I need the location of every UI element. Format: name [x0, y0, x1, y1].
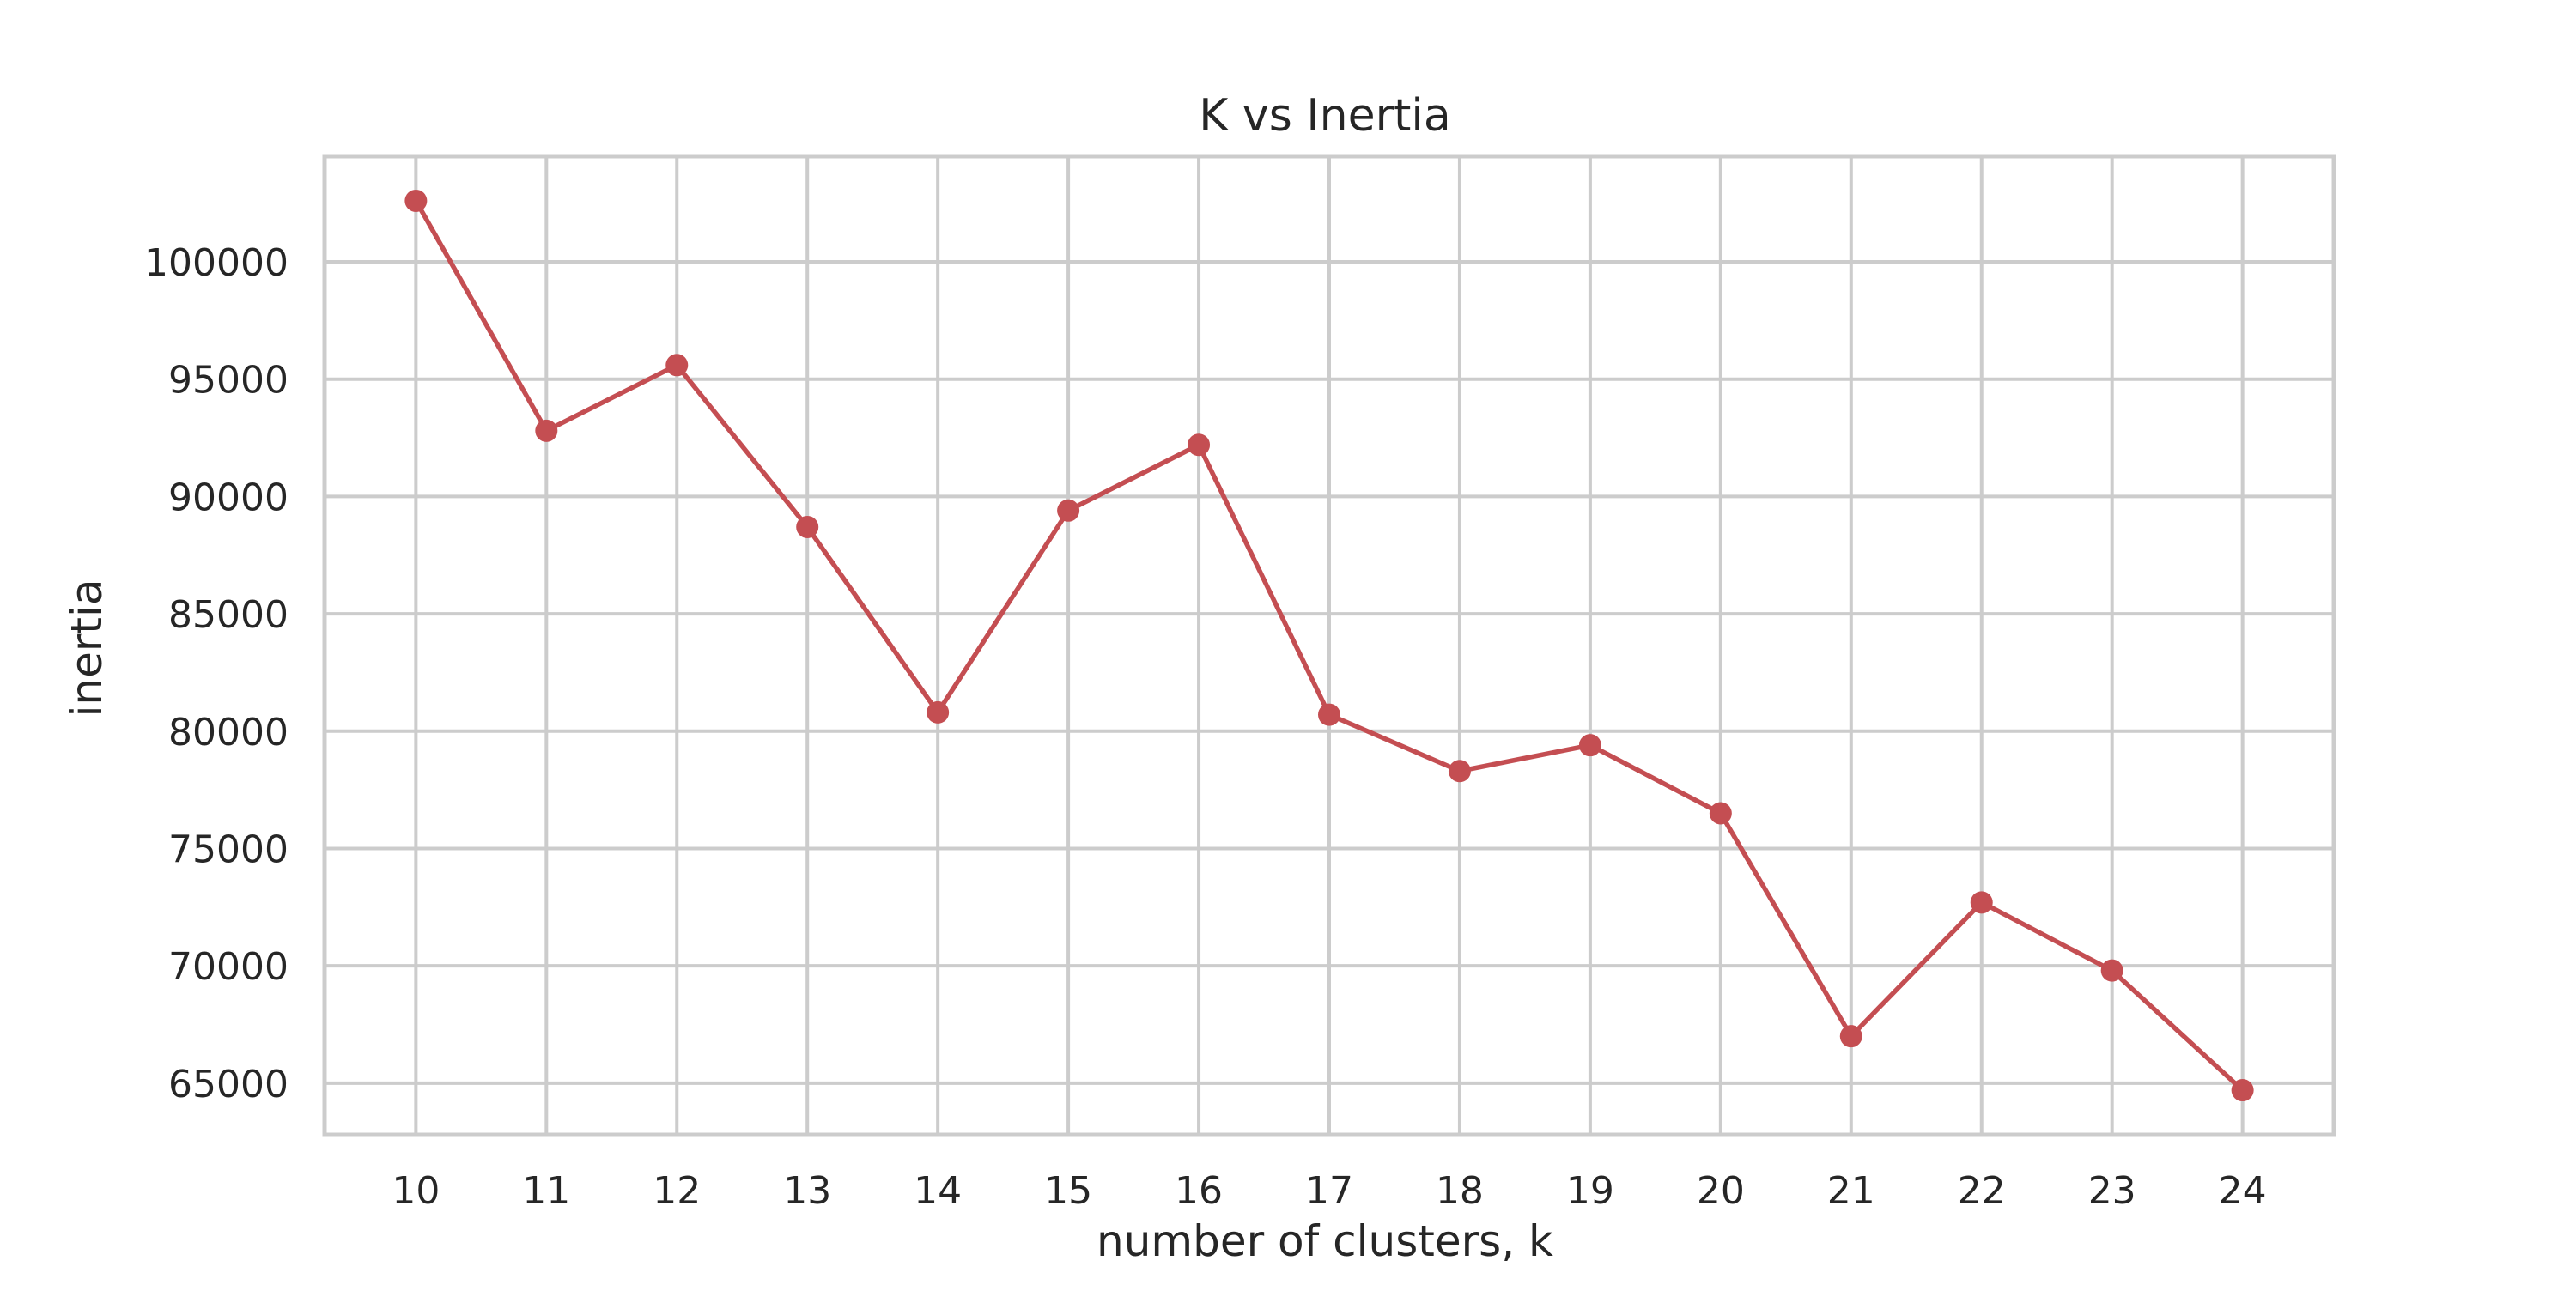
x-tick-label: 24: [2219, 1169, 2267, 1213]
x-tick-label: 15: [1044, 1169, 1092, 1213]
x-axis-label: number of clusters, k: [1097, 1216, 1553, 1266]
x-tick-label: 22: [1958, 1169, 2006, 1213]
data-point: [2100, 959, 2123, 982]
x-tick-labels: 10 11 12 13 14 15 16 17 18 19 20 21 22 23 24: [392, 1169, 2266, 1213]
x-tick-label: 18: [1436, 1169, 1484, 1213]
y-tick-label: 90000: [168, 476, 289, 519]
x-tick-label: 20: [1697, 1169, 1745, 1213]
data-point: [1188, 433, 1211, 457]
y-tick-label: 65000: [168, 1063, 289, 1106]
y-tick-label: 85000: [168, 593, 289, 637]
data-point: [2231, 1079, 2254, 1102]
x-tick-label: 23: [2088, 1169, 2136, 1213]
y-tick-label: 70000: [168, 945, 289, 989]
x-tick-label: 16: [1175, 1169, 1223, 1213]
data-point: [1318, 703, 1340, 726]
data-point: [1970, 891, 1993, 914]
grid-layer: [325, 156, 2334, 1135]
series-layer: [404, 189, 2254, 1102]
y-axis-label: inertia: [62, 579, 112, 717]
x-tick-label: 19: [1566, 1169, 1614, 1213]
data-point: [927, 700, 950, 724]
x-tick-label: 17: [1305, 1169, 1353, 1213]
data-point: [1448, 760, 1471, 783]
x-tick-label: 12: [653, 1169, 701, 1213]
data-point: [1839, 1025, 1862, 1048]
plot-frame: [322, 154, 2336, 1137]
data-point: [404, 189, 428, 212]
y-tick-label: 80000: [168, 711, 289, 755]
data-point: [796, 515, 819, 538]
data-point: [1057, 499, 1080, 522]
x-tick-label: 11: [522, 1169, 570, 1213]
data-point: [1709, 802, 1732, 825]
x-tick-label: 21: [1827, 1169, 1875, 1213]
x-tick-label: 10: [392, 1169, 440, 1213]
data-point: [535, 419, 558, 442]
chart-title: K vs Inertia: [1199, 90, 1450, 142]
data-point: [1578, 734, 1601, 757]
y-tick-label: 100000: [144, 241, 289, 285]
x-tick-label: 14: [914, 1169, 962, 1213]
data-point: [665, 354, 689, 377]
x-tick-label: 13: [783, 1169, 831, 1213]
y-tick-label: 75000: [168, 827, 289, 871]
y-tick-label: 95000: [168, 359, 289, 403]
y-tick-labels: 65000 70000 75000 80000 85000 90000 95000 10000…: [144, 241, 289, 1106]
